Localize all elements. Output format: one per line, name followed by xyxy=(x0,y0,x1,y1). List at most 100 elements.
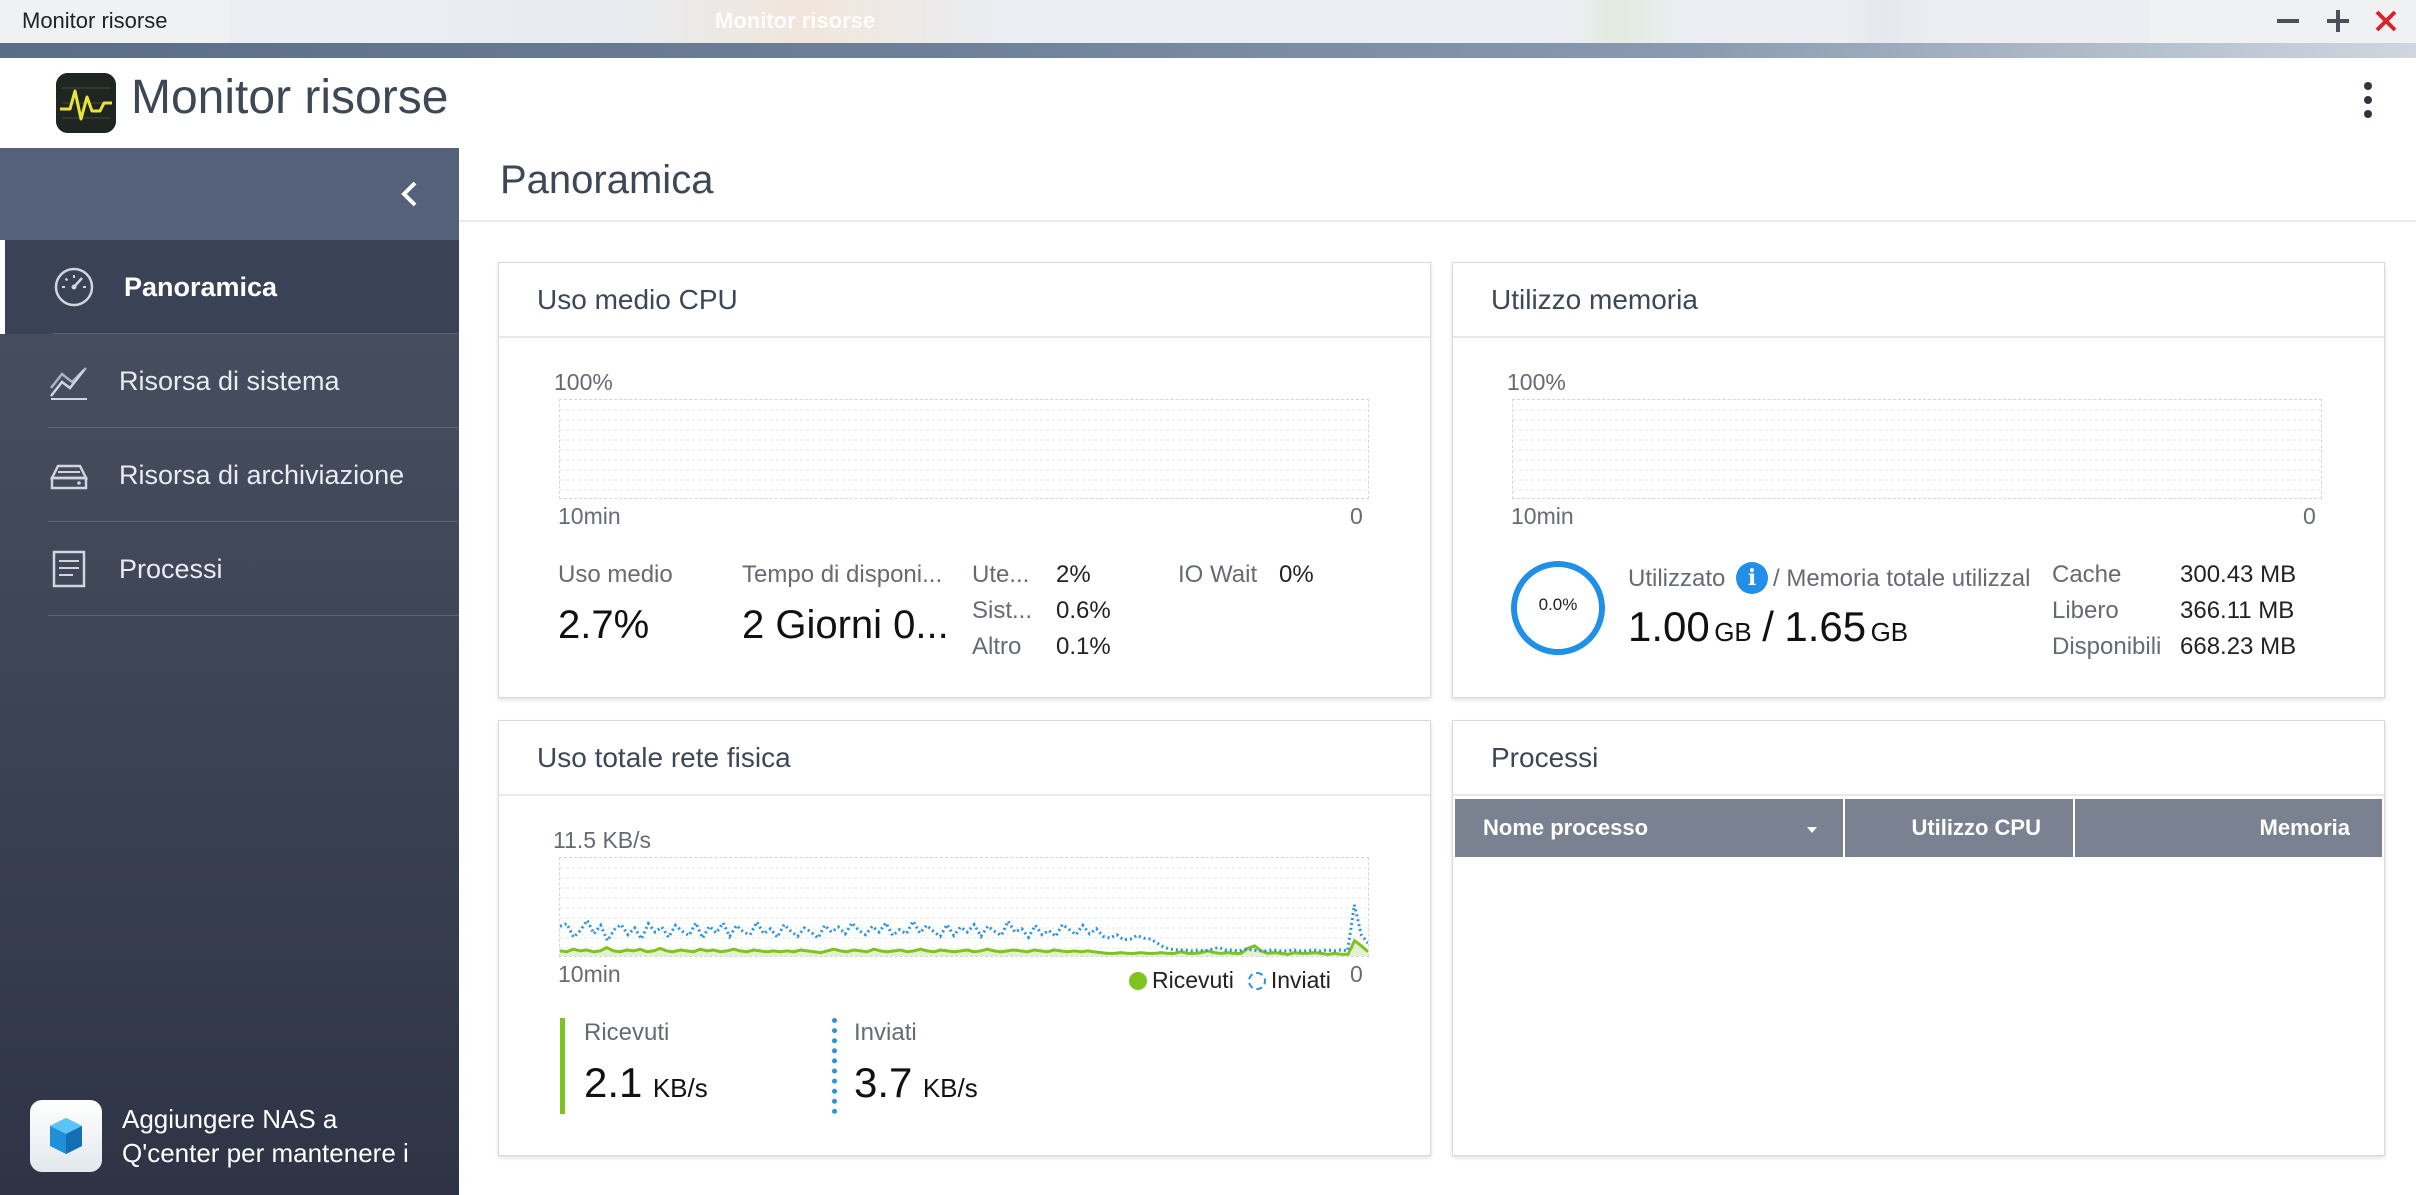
nav-divider xyxy=(48,615,459,616)
cpu-chart-area xyxy=(559,399,1369,499)
used-label: Utilizzato xyxy=(1628,565,1726,592)
column-header-process-name[interactable]: Nome processo xyxy=(1455,799,1843,857)
kebab-dot xyxy=(2364,110,2372,118)
card-title: Utilizzo memoria xyxy=(1491,283,1698,315)
x-start-label: 10min xyxy=(558,961,621,987)
sent-label: Inviati xyxy=(854,1019,917,1046)
sidebar: Panoramica Risorsa di sistema Risorsa di… xyxy=(0,148,459,1195)
received-series-line xyxy=(560,938,1368,956)
sent-unit: KB/s xyxy=(922,1073,978,1103)
received-value: 2.1 xyxy=(584,1059,643,1106)
memory-card: Utilizzo memoria 100% 10min 0 0.0% Utili… xyxy=(1452,262,2385,698)
cpu-gridlines xyxy=(560,409,1368,491)
card-title: Processi xyxy=(1491,741,1599,773)
sidebar-item-risorsa-di-sistema[interactable]: Risorsa di sistema xyxy=(0,334,459,428)
kebab-dot xyxy=(2364,82,2372,90)
info-icon[interactable]: i xyxy=(1736,562,1768,594)
system-value: 0.6% xyxy=(1056,597,1111,624)
total-used-label: / Memoria totale utilizzal xyxy=(1773,565,2031,592)
chevron-left-icon xyxy=(401,181,417,207)
window-titlebar: Monitor risorse Monitor risorse xyxy=(0,0,2416,43)
background-window-strip xyxy=(230,0,2150,43)
network-card: Uso totale rete fisica 11.5 KB/s 10min 0… xyxy=(498,720,1431,1156)
qcenter-text-line2: Q'center per mantenere i xyxy=(122,1138,409,1168)
x-start-label: 10min xyxy=(558,503,621,529)
app-name: Monitor risorse xyxy=(131,71,449,124)
document-list-icon xyxy=(48,548,90,590)
y-max-label: 100% xyxy=(554,369,613,395)
network-chart-area xyxy=(559,857,1369,957)
network-chart xyxy=(560,867,1368,956)
sidebar-item-processi[interactable]: Processi xyxy=(0,522,459,616)
app-header: Monitor risorse xyxy=(0,58,2416,148)
column-header-label: Utilizzo CPU xyxy=(1911,815,2041,840)
other-label: Altro xyxy=(972,633,1022,660)
memory-used-total: 1.00 GB / 1.65 GB xyxy=(1628,603,1908,651)
memory-gridlines xyxy=(1513,409,2321,491)
sidebar-item-label: Processi xyxy=(119,553,223,584)
app-logo-icon xyxy=(56,73,116,133)
legend-received-label: Ricevuti xyxy=(1152,967,1234,993)
sidebar-item-label: Risorsa di sistema xyxy=(119,365,340,396)
user-value: 2% xyxy=(1056,561,1091,588)
legend-sent-swatch xyxy=(1247,971,1266,990)
background-window-title: Monitor risorse xyxy=(715,8,876,33)
memory-chart-area xyxy=(1512,399,2322,499)
plus-icon xyxy=(2327,10,2349,32)
received-rate: 2.1 KB/s xyxy=(584,1059,708,1107)
line-chart-icon xyxy=(48,360,90,402)
memory-gauge-value: 0.0% xyxy=(1538,595,1578,614)
more-options-button[interactable] xyxy=(2356,78,2380,122)
nav-divider xyxy=(48,427,459,428)
x-end-label: 0 xyxy=(1350,503,1363,529)
qcenter-text-line1: Aggiungere NAS a xyxy=(122,1104,338,1134)
sort-desc-icon xyxy=(1807,827,1817,833)
qcenter-promo[interactable]: Aggiungere NAS a Q'center per mantenere … xyxy=(30,1097,450,1175)
window-title: Monitor risorse xyxy=(22,8,168,33)
sidebar-top xyxy=(0,148,459,240)
free-label: Libero xyxy=(2052,597,2119,624)
gauge-icon xyxy=(53,266,95,308)
column-header-label: Memoria xyxy=(2259,815,2350,840)
uptime-label: Tempo di disponi... xyxy=(742,561,943,588)
iowait-label: IO Wait xyxy=(1178,561,1258,588)
total-value: 1.65 xyxy=(1784,603,1867,650)
available-value: 668.23 MB xyxy=(2180,633,2297,660)
sidebar-item-panoramica[interactable]: Panoramica xyxy=(0,240,459,334)
cpu-card: Uso medio CPU 100% 10min 0 Uso medio 2.7… xyxy=(498,262,1431,698)
uptime-value: 2 Giorni 0... xyxy=(742,603,949,647)
minimize-button[interactable] xyxy=(2268,2,2308,40)
maximize-button[interactable] xyxy=(2318,2,2358,40)
total-unit: GB xyxy=(1870,617,1909,647)
column-header-cpu-usage[interactable]: Utilizzo CPU xyxy=(1843,799,2073,857)
received-unit: KB/s xyxy=(652,1073,708,1103)
sidebar-item-risorsa-di-archiviazione[interactable]: Risorsa di archiviazione xyxy=(0,428,459,522)
processes-card: Processi Nome processo Utilizzo CPU Memo… xyxy=(1452,720,2385,1156)
sent-series-line xyxy=(560,904,1368,953)
available-label: Disponibili xyxy=(2052,633,2162,660)
y-max-label: 11.5 KB/s xyxy=(553,827,652,853)
card-header: Uso medio CPU xyxy=(499,263,1430,338)
minimize-icon xyxy=(2277,19,2299,23)
nav-divider xyxy=(53,333,459,334)
received-label: Ricevuti xyxy=(584,1019,670,1046)
card-title: Uso totale rete fisica xyxy=(537,741,791,773)
processes-table-header: Nome processo Utilizzo CPU Memoria xyxy=(1455,799,2382,857)
column-header-memory[interactable]: Memoria xyxy=(2073,799,2382,857)
cache-value: 300.43 MB xyxy=(2180,561,2297,588)
collapse-sidebar-button[interactable] xyxy=(389,174,429,214)
processes-table-body xyxy=(1455,857,2382,1153)
separator: / xyxy=(1762,603,1774,650)
memory-gauge-ring xyxy=(1511,561,1605,655)
close-icon xyxy=(2375,10,2397,32)
iowait-value: 0% xyxy=(1279,561,1314,588)
close-button[interactable] xyxy=(2366,2,2406,40)
page-title: Panoramica xyxy=(500,158,714,202)
sent-rate: 3.7 KB/s xyxy=(854,1059,978,1107)
card-header: Uso totale rete fisica xyxy=(499,721,1430,796)
received-indicator-bar xyxy=(560,1018,565,1114)
legend-sent-label: Inviati xyxy=(1270,967,1331,993)
other-value: 0.1% xyxy=(1056,633,1111,660)
qcenter-text: Aggiungere NAS a Q'center per mantenere … xyxy=(122,1102,432,1170)
sidebar-item-label: Risorsa di archiviazione xyxy=(119,459,405,490)
